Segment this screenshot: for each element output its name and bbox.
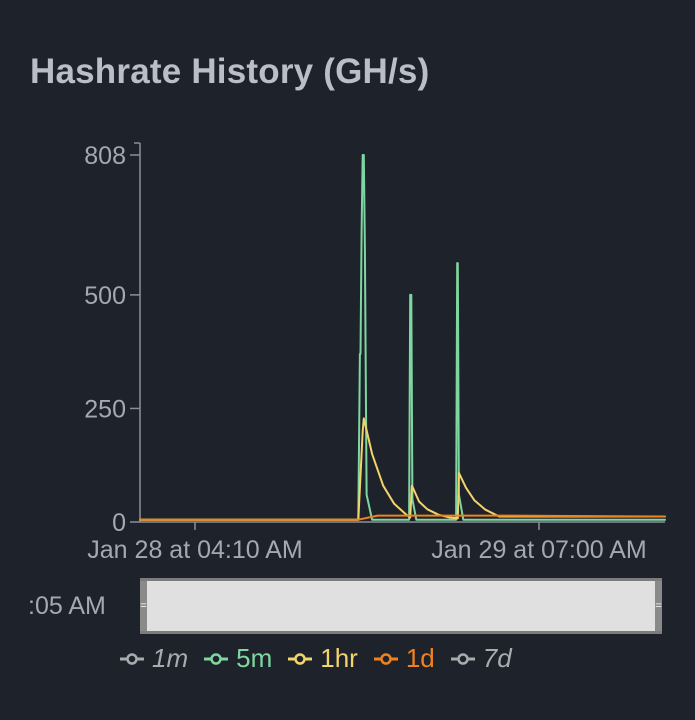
legend-label: 7d	[482, 643, 512, 673]
navigator-right-handle[interactable]: =	[655, 581, 662, 631]
legend-marker-icon	[120, 652, 144, 665]
legend-marker-icon	[373, 652, 398, 665]
range-navigator[interactable]: = =	[140, 578, 662, 634]
legend-label: 1d	[405, 643, 435, 673]
series-line-1hr	[139, 417, 666, 521]
series-line-5m	[139, 154, 666, 521]
chart-title: Hashrate History (GH/s)	[30, 52, 430, 91]
y-tick-label: 808	[84, 142, 126, 170]
legend-label: 5m	[236, 643, 273, 673]
legend-item-1m[interactable]: 1m	[118, 643, 188, 674]
navigator-left-handle[interactable]: =	[140, 581, 147, 631]
y-tick-label: 250	[84, 395, 126, 423]
legend-label: 1m	[152, 643, 189, 673]
series-line-1d	[139, 514, 666, 521]
legend-marker-icon	[450, 652, 475, 665]
legend-item-7d[interactable]: 7d	[449, 643, 512, 674]
navigator-axis-label: :05 AM	[28, 592, 106, 620]
legend-label: 1hr	[320, 643, 358, 673]
legend-item-5m[interactable]: 5m	[202, 643, 272, 674]
legend-marker-icon	[288, 652, 313, 665]
chart-legend: 1m 5m 1hr 1d 7d	[118, 643, 512, 674]
x-tick-label: Jan 29 at 07:00 AM	[431, 536, 646, 564]
x-tick-label: Jan 28 at 04:10 AM	[87, 536, 302, 564]
legend-marker-icon	[204, 652, 229, 665]
legend-item-1d[interactable]: 1d	[372, 643, 435, 674]
legend-item-1hr[interactable]: 1hr	[286, 643, 358, 674]
y-tick-label: 500	[84, 282, 126, 310]
y-tick-label: 0	[112, 509, 126, 537]
hashrate-chart: 0 250 500 808 Jan 28 at 04:10 AM Jan 29 at 07…	[84, 142, 666, 564]
